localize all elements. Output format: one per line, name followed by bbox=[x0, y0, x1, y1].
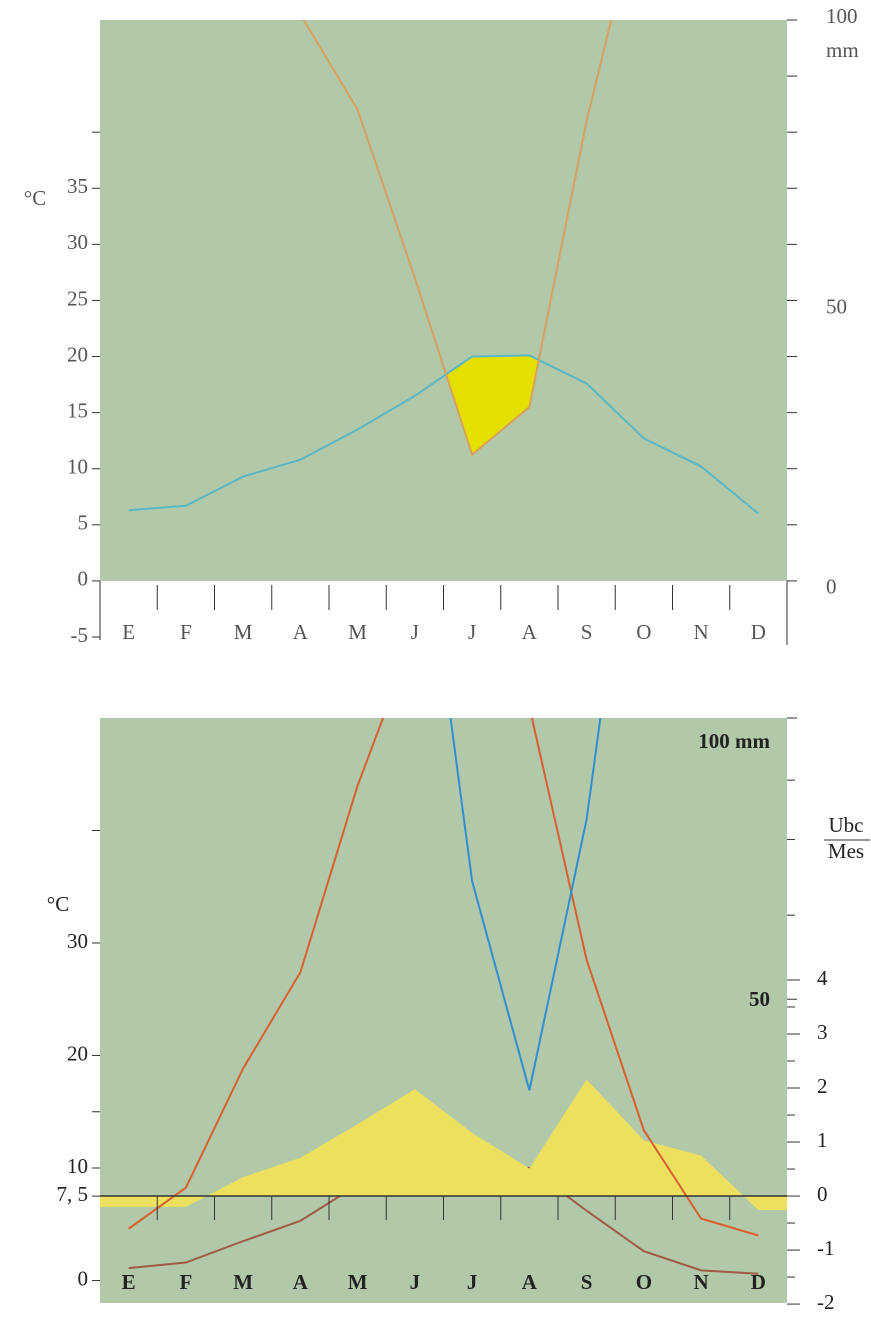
y-axis-label: °C bbox=[47, 892, 69, 916]
y-tick-label: 5 bbox=[78, 511, 89, 535]
y-tick-label: 35 bbox=[67, 174, 88, 198]
y-tick-label: 0 bbox=[78, 1266, 89, 1290]
y-axis-label: °C bbox=[24, 186, 46, 210]
y-tick-label: 10 bbox=[67, 455, 88, 479]
drought-area bbox=[446, 355, 539, 455]
y2-tick-label: 0 bbox=[826, 575, 837, 599]
x-tick-label: D bbox=[751, 1270, 766, 1294]
series-line bbox=[128, 718, 759, 1237]
y-tick-label: 0 bbox=[78, 567, 89, 591]
x-tick-label: O bbox=[636, 620, 651, 644]
y2-tick-label: 50 bbox=[826, 294, 847, 318]
plot-background bbox=[100, 20, 787, 581]
x-tick-label: A bbox=[522, 620, 538, 644]
y3-tick-label: 2 bbox=[817, 1074, 828, 1098]
y3-tick-label: 1 bbox=[817, 1128, 828, 1152]
x-tick-label: E bbox=[122, 1270, 136, 1294]
y3-tick-label: -1 bbox=[817, 1236, 835, 1260]
y-tick-label: 30 bbox=[67, 230, 88, 254]
x-tick-label: J bbox=[410, 1270, 421, 1294]
y3-label-bottom: Mes bbox=[828, 839, 864, 863]
y-tick-label: 20 bbox=[67, 1041, 88, 1065]
series-line bbox=[128, 354, 760, 515]
y2-tick-label: 50 bbox=[749, 987, 770, 1011]
x-tick-label: M bbox=[233, 1270, 253, 1294]
x-tick-label: E bbox=[122, 620, 135, 644]
plot-layer bbox=[128, 20, 760, 515]
x-tick-label: A bbox=[522, 1270, 538, 1294]
y3-tick-label: 3 bbox=[817, 1020, 828, 1044]
plot-layer bbox=[100, 718, 787, 1275]
x-tick-label: M bbox=[348, 620, 367, 644]
x-tick-label: D bbox=[751, 620, 766, 644]
series-line bbox=[449, 718, 602, 1091]
y2-tick-label: 100 mm bbox=[698, 729, 770, 753]
x-tick-label: F bbox=[180, 620, 192, 644]
x-tick-label: J bbox=[411, 620, 419, 644]
series-line bbox=[302, 20, 613, 457]
y-tick-label: 30 bbox=[67, 929, 88, 953]
y3-label-top: Ubc bbox=[829, 813, 864, 837]
y3-tick-label: 4 bbox=[817, 966, 828, 990]
x-tick-label: A bbox=[293, 1270, 309, 1294]
y-tick-label: 15 bbox=[67, 398, 88, 422]
x-tick-label: N bbox=[694, 1270, 709, 1294]
y-tick-label: 25 bbox=[67, 286, 88, 310]
x-tick-label: N bbox=[694, 620, 709, 644]
x-tick-label: M bbox=[348, 1270, 368, 1294]
y2-tick-label: 100 bbox=[826, 4, 858, 28]
y-tick-label: 10 bbox=[67, 1154, 88, 1178]
y3-tick-label: 0 bbox=[817, 1182, 828, 1206]
x-tick-label: O bbox=[636, 1270, 652, 1294]
area bbox=[100, 1079, 787, 1211]
x-tick-label: F bbox=[179, 1270, 192, 1294]
y3-tick-label: -2 bbox=[817, 1290, 835, 1314]
y-tick-label: 7, 5 bbox=[57, 1182, 89, 1206]
y-tick-label: -5 bbox=[71, 623, 89, 647]
y2-axis-label: mm bbox=[826, 38, 859, 62]
x-tick-label: S bbox=[581, 1270, 593, 1294]
x-tick-label: J bbox=[467, 1270, 478, 1294]
x-tick-label: S bbox=[581, 620, 593, 644]
x-tick-label: M bbox=[234, 620, 253, 644]
x-tick-label: J bbox=[468, 620, 476, 644]
x-tick-label: A bbox=[293, 620, 309, 644]
y-tick-label: 20 bbox=[67, 342, 88, 366]
